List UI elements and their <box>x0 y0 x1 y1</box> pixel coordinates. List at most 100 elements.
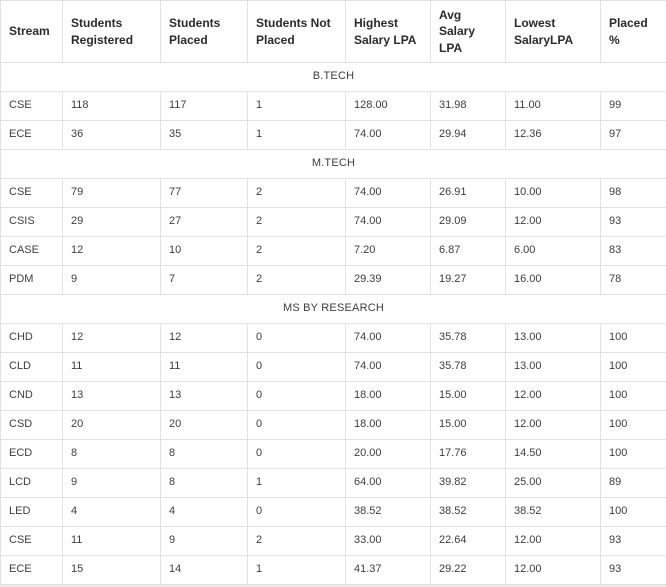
cell-students_registered: 15 <box>62 555 161 585</box>
table-row: ECE 15 14 1 41.37 29.22 12.00 93 <box>0 555 666 585</box>
cell-students_registered: 9 <box>62 265 161 295</box>
cell-students_not_placed: 1 <box>247 120 346 150</box>
cell-avg_salary_lpa: 17.76 <box>430 439 506 469</box>
table-row: CSD 20 20 0 18.00 15.00 12.00 100 <box>0 410 666 440</box>
cell-lowest_salary_lpa: 12.36 <box>505 120 601 150</box>
cell-students_registered: 36 <box>62 120 161 150</box>
table-row: ECD 8 8 0 20.00 17.76 14.50 100 <box>0 439 666 469</box>
table-header-row: Stream Students Registered Students Placed… <box>0 0 666 63</box>
cell-students_registered: 118 <box>62 91 161 121</box>
column-header-stream: Stream <box>0 0 63 63</box>
cell-highest_salary_lpa: 74.00 <box>345 352 431 382</box>
cell-lowest_salary_lpa: 12.00 <box>505 555 601 585</box>
cell-stream: PDM <box>0 265 63 295</box>
cell-avg_salary_lpa: 29.94 <box>430 120 506 150</box>
cell-avg_salary_lpa: 35.78 <box>430 323 506 353</box>
section-header-row: B.TECH <box>0 62 666 92</box>
cell-students_not_placed: 2 <box>247 236 346 266</box>
cell-avg_salary_lpa: 26.91 <box>430 178 506 208</box>
cell-lowest_salary_lpa: 13.00 <box>505 352 601 382</box>
cell-students_placed: 14 <box>160 555 248 585</box>
cell-lowest_salary_lpa: 38.52 <box>505 497 601 527</box>
table-row: CLD 11 11 0 74.00 35.78 13.00 100 <box>0 352 666 382</box>
cell-avg_salary_lpa: 15.00 <box>430 381 506 411</box>
cell-students_placed: 10 <box>160 236 248 266</box>
column-header-placed_pct: Placed % <box>600 0 666 63</box>
cell-students_registered: 11 <box>62 526 161 556</box>
section-header-row: M.TECH <box>0 149 666 179</box>
cell-placed_pct: 99 <box>600 91 666 121</box>
cell-students_not_placed: 0 <box>247 439 346 469</box>
cell-students_registered: 12 <box>62 236 161 266</box>
cell-lowest_salary_lpa: 16.00 <box>505 265 601 295</box>
cell-placed_pct: 93 <box>600 207 666 237</box>
section-header-row: MS BY RESEARCH <box>0 294 666 324</box>
table-row: LED 4 4 0 38.52 38.52 38.52 100 <box>0 497 666 527</box>
cell-students_placed: 11 <box>160 352 248 382</box>
cell-highest_salary_lpa: 74.00 <box>345 178 431 208</box>
cell-highest_salary_lpa: 29.39 <box>345 265 431 295</box>
cell-avg_salary_lpa: 31.98 <box>430 91 506 121</box>
cell-stream: CSE <box>0 91 63 121</box>
table-bottom-strip <box>0 585 666 587</box>
cell-lowest_salary_lpa: 13.00 <box>505 323 601 353</box>
cell-students_not_placed: 0 <box>247 352 346 382</box>
cell-stream: CSD <box>0 410 63 440</box>
cell-students_not_placed: 0 <box>247 410 346 440</box>
cell-avg_salary_lpa: 38.52 <box>430 497 506 527</box>
table-row: LCD 9 8 1 64.00 39.82 25.00 89 <box>0 468 666 498</box>
column-header-highest_salary_lpa: Highest Salary LPA <box>345 0 431 63</box>
cell-students_registered: 4 <box>62 497 161 527</box>
cell-students_not_placed: 2 <box>247 207 346 237</box>
cell-students_registered: 12 <box>62 323 161 353</box>
cell-students_not_placed: 1 <box>247 468 346 498</box>
cell-avg_salary_lpa: 6.87 <box>430 236 506 266</box>
cell-students_placed: 8 <box>160 439 248 469</box>
table-row: CSIS 29 27 2 74.00 29.09 12.00 93 <box>0 207 666 237</box>
cell-avg_salary_lpa: 29.22 <box>430 555 506 585</box>
cell-placed_pct: 100 <box>600 439 666 469</box>
cell-highest_salary_lpa: 18.00 <box>345 381 431 411</box>
cell-students_not_placed: 1 <box>247 555 346 585</box>
cell-students_not_placed: 2 <box>247 178 346 208</box>
cell-placed_pct: 100 <box>600 381 666 411</box>
column-header-students_registered: Students Registered <box>62 0 161 63</box>
cell-placed_pct: 98 <box>600 178 666 208</box>
cell-highest_salary_lpa: 33.00 <box>345 526 431 556</box>
cell-students_placed: 7 <box>160 265 248 295</box>
cell-lowest_salary_lpa: 12.00 <box>505 381 601 411</box>
cell-students_placed: 35 <box>160 120 248 150</box>
cell-lowest_salary_lpa: 12.00 <box>505 526 601 556</box>
cell-highest_salary_lpa: 128.00 <box>345 91 431 121</box>
cell-students_registered: 13 <box>62 381 161 411</box>
cell-placed_pct: 93 <box>600 526 666 556</box>
cell-students_placed: 20 <box>160 410 248 440</box>
cell-lowest_salary_lpa: 11.00 <box>505 91 601 121</box>
cell-students_registered: 29 <box>62 207 161 237</box>
cell-lowest_salary_lpa: 10.00 <box>505 178 601 208</box>
cell-placed_pct: 93 <box>600 555 666 585</box>
cell-placed_pct: 100 <box>600 352 666 382</box>
cell-students_registered: 11 <box>62 352 161 382</box>
cell-avg_salary_lpa: 15.00 <box>430 410 506 440</box>
cell-highest_salary_lpa: 74.00 <box>345 323 431 353</box>
cell-students_not_placed: 2 <box>247 265 346 295</box>
column-header-students_placed: Students Placed <box>160 0 248 63</box>
table-row: PDM 9 7 2 29.39 19.27 16.00 78 <box>0 265 666 295</box>
cell-placed_pct: 83 <box>600 236 666 266</box>
cell-students_not_placed: 0 <box>247 323 346 353</box>
cell-lowest_salary_lpa: 12.00 <box>505 207 601 237</box>
cell-students_not_placed: 0 <box>247 497 346 527</box>
cell-students_registered: 9 <box>62 468 161 498</box>
cell-stream: CSE <box>0 526 63 556</box>
cell-students_not_placed: 2 <box>247 526 346 556</box>
cell-students_placed: 8 <box>160 468 248 498</box>
table-row: CSE 11 9 2 33.00 22.64 12.00 93 <box>0 526 666 556</box>
cell-highest_salary_lpa: 74.00 <box>345 120 431 150</box>
cell-stream: ECE <box>0 555 63 585</box>
section-title: B.TECH <box>0 62 666 92</box>
cell-avg_salary_lpa: 19.27 <box>430 265 506 295</box>
column-header-avg_salary_lpa: Avg Salary LPA <box>430 0 506 63</box>
cell-highest_salary_lpa: 41.37 <box>345 555 431 585</box>
